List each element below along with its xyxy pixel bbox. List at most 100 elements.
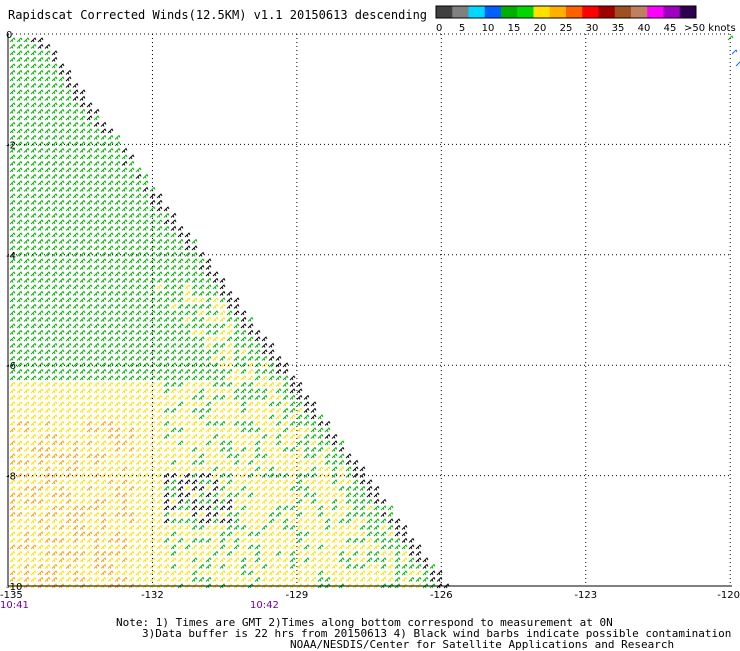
wind-barb [44,563,51,569]
wind-barb [37,37,44,43]
wind-barb [128,362,135,368]
wind-barb [121,531,128,537]
wind-barb [114,524,121,530]
wind-barb [219,537,226,543]
wind-barb [44,63,51,69]
wind-barb [205,459,212,465]
wind-barb [240,355,247,361]
wind-barb [16,199,23,205]
wind-barb [296,420,303,426]
wind-barb [191,342,198,348]
wind-barb [65,368,72,374]
wind-barb [163,433,170,439]
wind-barb [51,440,58,446]
wind-barb [58,141,65,147]
wind-barb [93,186,100,192]
wind-barb [37,401,44,407]
wind-barb [317,524,324,530]
wind-barb [289,427,296,433]
wind-barb [156,264,163,270]
wind-barb [37,284,44,290]
scale-label: 20 [534,23,547,34]
wind-barb [233,563,240,569]
wind-barb [205,394,212,400]
wind-barb [331,563,338,569]
wind-barb [79,505,86,511]
wind-barb [121,284,128,290]
wind-barb [30,375,37,381]
wind-barb [401,570,408,576]
wind-barb [156,466,163,472]
wind-barb [135,167,142,173]
wind-barb [142,518,149,524]
wind-barb [16,69,23,75]
wind-barb [51,173,58,179]
wind-barb [51,212,58,218]
wind-barb [422,557,429,563]
wind-barb [184,264,191,270]
wind-barb [142,173,149,179]
wind-barb [30,167,37,173]
wind-barb [226,349,233,355]
wind-barb [142,433,149,439]
wind-barb [65,381,72,387]
wind-barb [387,563,394,569]
wind-barb [37,219,44,225]
wind-barb [51,238,58,244]
wind-barb [184,388,191,394]
wind-barb [72,212,79,218]
wind-barb [198,537,205,543]
wind-barb [135,375,142,381]
wind-barb [93,427,100,433]
wind-barb [37,167,44,173]
wind-barb [128,206,135,212]
wind-barb [9,563,16,569]
wind-barb [198,427,205,433]
wind-barb [177,245,184,251]
wind-barb [107,537,114,543]
wind-barb [338,459,345,465]
wind-barb [268,433,275,439]
wind-barb [184,498,191,504]
wind-barb [240,537,247,543]
wind-barb [79,193,86,199]
wind-barb [352,531,359,537]
wind-barb [219,563,226,569]
wind-barb [79,186,86,192]
wind-barb [30,362,37,368]
wind-barb [352,472,359,478]
wind-barb [163,401,170,407]
wind-barb [135,381,142,387]
wind-barb [121,199,128,205]
wind-barb [177,550,184,556]
wind-barb [282,446,289,452]
wind-barb [331,557,338,563]
wind-barb [345,550,352,556]
wind-barb [163,498,170,504]
wind-barb [289,375,296,381]
wind-barb [149,505,156,511]
wind-barb [184,381,191,387]
wind-barb [226,472,233,478]
wind-barb [30,63,37,69]
wind-barb [170,303,177,309]
wind-barb [191,420,198,426]
wind-barb [107,505,114,511]
wind-barb [268,472,275,478]
wind-barb [184,271,191,277]
wind-barb [135,349,142,355]
wind-barb [86,193,93,199]
wind-barb [114,570,121,576]
wind-barb [303,414,310,420]
wind-barb [394,557,401,563]
wind-barb [198,355,205,361]
wind-barb [177,505,184,511]
wind-barb [121,290,128,296]
wind-barb [121,563,128,569]
wind-barb [23,570,30,576]
wind-barb [233,518,240,524]
wind-barb [142,180,149,186]
wind-barb [37,310,44,316]
wind-barb [23,336,30,342]
wind-barb [135,479,142,485]
